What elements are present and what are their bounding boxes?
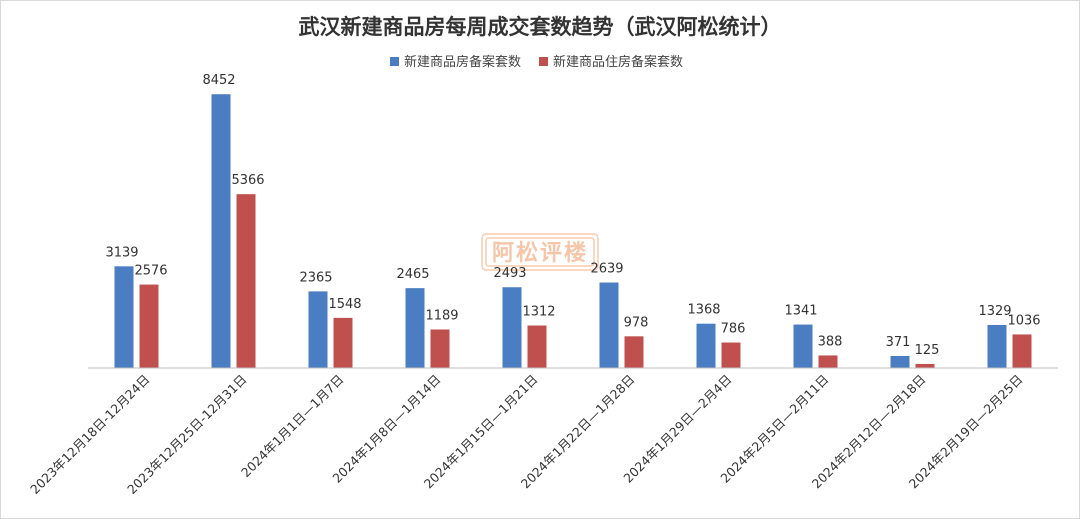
watermark-logo: 阿松评楼	[481, 233, 599, 271]
bar-s0-c4	[502, 287, 522, 368]
bar-s1-c9	[1012, 334, 1032, 368]
value-label-s0-c6: 1368	[687, 303, 720, 318]
bar-s0-c0	[114, 266, 134, 368]
bar-s0-c7	[793, 324, 813, 368]
legend-swatch-1	[539, 57, 548, 66]
value-label-s0-c1: 8452	[202, 73, 235, 88]
bar-s1-c4	[527, 325, 547, 368]
bar-s0-c1	[211, 94, 231, 368]
value-label-s1-c8: 125	[915, 343, 940, 358]
watermark-inner-frame	[485, 237, 595, 267]
bar-s1-c2	[333, 317, 353, 368]
value-label-s1-c7: 388	[818, 334, 843, 349]
value-label-s0-c4: 2493	[493, 266, 526, 281]
bar-s1-c8	[915, 363, 935, 368]
legend-label-0: 新建商品房备案套数	[404, 54, 521, 70]
watermark-frame	[481, 233, 599, 271]
bar-s1-c0	[139, 284, 159, 368]
legend-swatch-0	[390, 57, 399, 66]
watermark-text: 阿松评楼	[492, 241, 588, 266]
bar-s1-c6	[721, 342, 741, 368]
legend: 新建商品房备案套数 新建商品住房备案套数	[390, 54, 683, 70]
value-label-s0-c5: 2639	[590, 262, 623, 277]
value-label-s1-c6: 786	[721, 322, 746, 337]
bar-s1-c1	[236, 194, 256, 368]
bar-s0-c6	[696, 323, 716, 368]
value-label-s1-c3: 1189	[425, 308, 458, 323]
bar-s1-c3	[430, 329, 450, 368]
value-label-s0-c9: 1329	[978, 304, 1011, 319]
value-label-s0-c0: 3139	[105, 245, 138, 260]
value-label-s0-c3: 2465	[396, 267, 429, 282]
value-label-s0-c8: 371	[886, 335, 911, 350]
value-label-s1-c0: 2576	[134, 264, 167, 279]
value-label-s1-c4: 1312	[522, 305, 555, 320]
bars: 3139 2576 8452 5366 2365 1548 2465 1189 2493 1312…	[105, 73, 1041, 368]
value-label-s0-c2: 2365	[299, 270, 332, 285]
bar-s0-c2	[308, 291, 328, 368]
value-label-s1-c1: 5366	[231, 173, 264, 188]
bar-s0-c3	[405, 288, 425, 368]
value-label-s1-c5: 978	[624, 315, 649, 330]
value-label-s1-c2: 1548	[328, 297, 361, 312]
value-label-s0-c7: 1341	[784, 304, 817, 319]
bar-s1-c5	[624, 336, 644, 368]
chart-title: 武汉新建商品房每周成交套数趋势（武汉阿松统计）	[299, 14, 782, 39]
value-label-s1-c9: 1036	[1007, 313, 1040, 328]
bar-s1-c7	[818, 355, 838, 368]
bar-s0-c8	[890, 355, 910, 368]
bar-s0-c5	[599, 282, 619, 368]
legend-label-1: 新建商品住房备案套数	[553, 54, 683, 70]
bar-s0-c9	[987, 324, 1007, 368]
